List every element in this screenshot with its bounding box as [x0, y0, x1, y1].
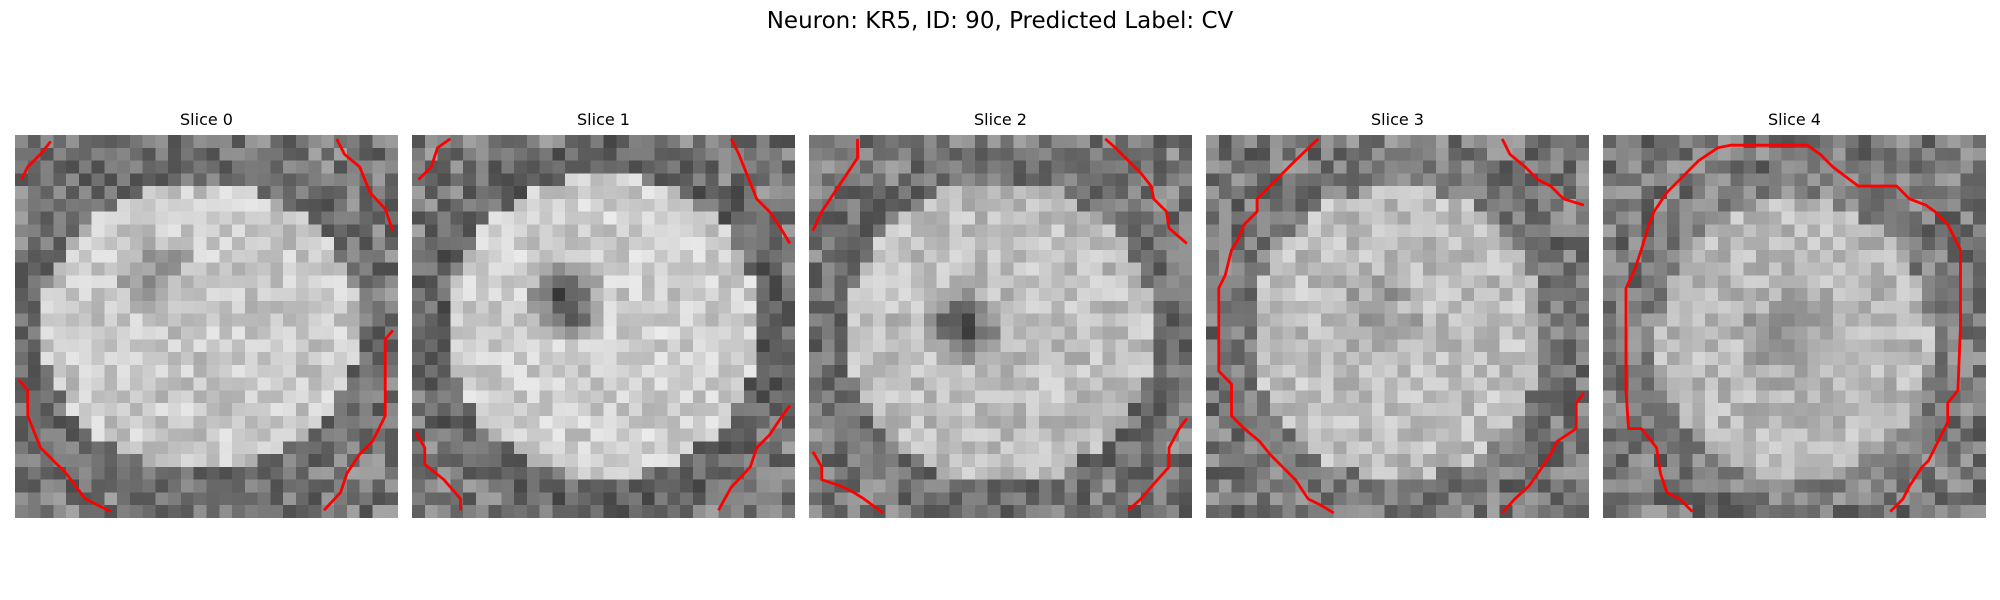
figure-title: Neuron: KR5, ID: 90, Predicted Label: CV [766, 8, 1234, 34]
slice-panel-1: Slice 1 [412, 108, 795, 518]
slice-title-1: Slice 1 [577, 110, 630, 129]
slice-image-1 [412, 135, 795, 518]
contour-line [729, 138, 792, 245]
slice-panel-2: Slice 2 [809, 108, 1192, 518]
slice-image-4 [1603, 135, 1986, 518]
slice-title-4: Slice 4 [1768, 110, 1821, 129]
contour-line [811, 450, 884, 515]
contour-line [335, 138, 395, 232]
slice-title-2: Slice 2 [974, 110, 1027, 129]
slice-image-3 [1206, 135, 1589, 518]
slice-image-0 [15, 135, 398, 518]
contour-line [1104, 137, 1188, 245]
contour-line [1217, 137, 1335, 515]
slice-title-0: Slice 0 [180, 110, 233, 129]
slice-title-3: Slice 3 [1371, 110, 1424, 129]
contour-line [1500, 138, 1585, 207]
slice-panel-3: Slice 3 [1206, 108, 1589, 518]
contour-line [322, 329, 394, 512]
slice-image-2 [809, 135, 1192, 518]
slice-panel-4: Slice 4 [1603, 108, 1986, 518]
contour-line [20, 140, 52, 181]
contour-line [17, 379, 112, 513]
contour-line [1624, 143, 1962, 513]
contour-line [811, 138, 859, 232]
contour-line [417, 137, 452, 181]
contour-line [717, 404, 792, 512]
contour-line [1127, 417, 1189, 512]
contour-line [1501, 392, 1586, 514]
contour-line [414, 431, 462, 511]
slice-panel-0: Slice 0 [15, 108, 398, 518]
